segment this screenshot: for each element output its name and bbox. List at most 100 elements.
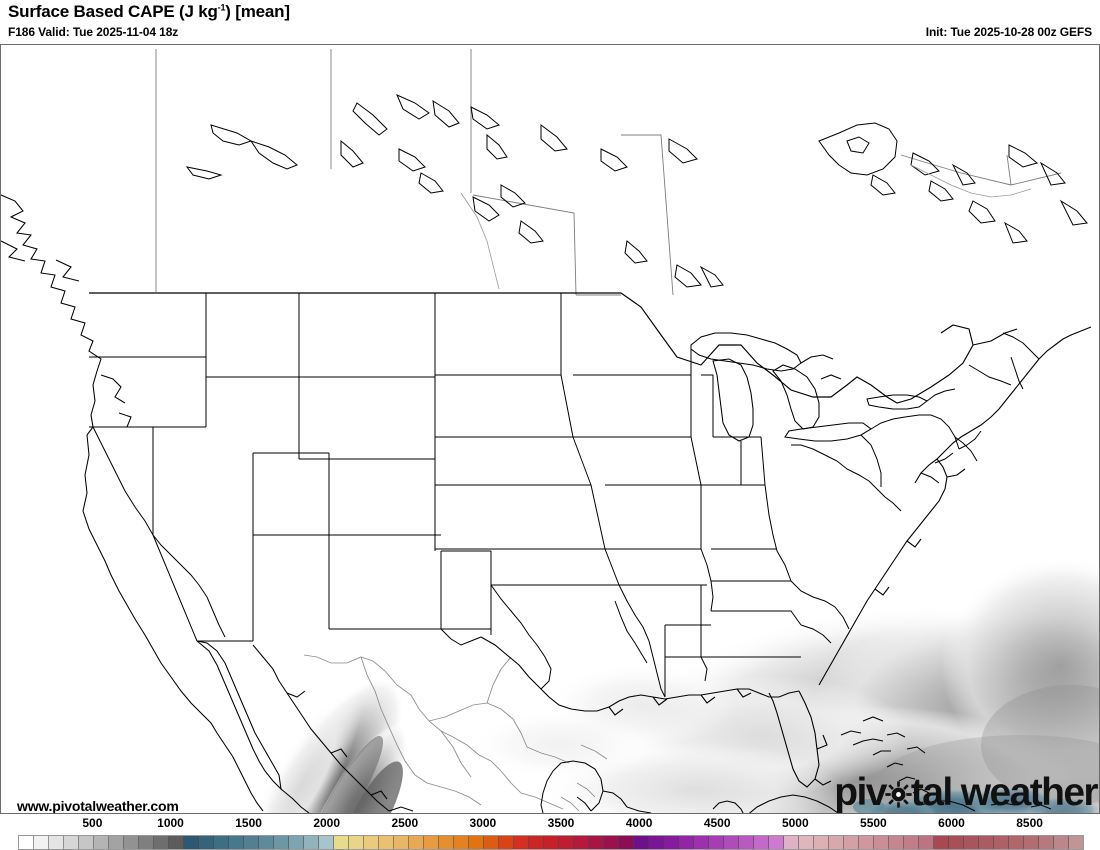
colorbar-swatch-36 (559, 836, 574, 849)
colorbar-tick-5000: 5000 (781, 816, 809, 830)
colorbar-swatch-25 (394, 836, 409, 849)
colorbar-swatch-21 (334, 836, 349, 849)
colorbar-swatch-43 (664, 836, 679, 849)
us-state-borders (89, 292, 1040, 698)
colorbar-swatch-34 (529, 836, 544, 849)
colorbar-swatch-56 (859, 836, 874, 849)
colorbar-tick-labels: 500 1000 1500 2000 2500 3000 3500 4000 4500 5000 5… (0, 816, 1100, 833)
caribbean-islands (560, 716, 1052, 813)
colorbar-swatch-4 (79, 836, 94, 849)
colorbar-swatch-32 (499, 836, 514, 849)
colorbar-swatch-16 (259, 836, 274, 849)
colorbar-swatch-15 (244, 836, 259, 849)
colorbar-swatch-12 (199, 836, 214, 849)
colorbar-swatch-3 (64, 836, 79, 849)
gear-sun-icon (885, 781, 912, 808)
colorbar-tick-4500: 4500 (703, 816, 731, 830)
gulf-coastline (480, 636, 800, 716)
colorbar-swatch-11 (184, 836, 199, 849)
colorbar-tick-2000: 2000 (313, 816, 341, 830)
colorbar-swatch-28 (439, 836, 454, 849)
colorbar-swatch-30 (469, 836, 484, 849)
colorbar-swatch-51 (784, 836, 799, 849)
colorbar-tick-5500: 5500 (860, 816, 887, 830)
colorbar-swatch-33 (514, 836, 529, 849)
colorbar-swatch-42 (649, 836, 664, 849)
central-america (540, 762, 652, 813)
valid-time-label: F186 Valid: Tue 2025-11-04 18z (8, 25, 179, 39)
mexico-state-borders (303, 654, 608, 810)
colorbar-swatch-67 (1024, 836, 1039, 849)
colorbar-swatch-61 (934, 836, 949, 849)
colorbar-swatch-63 (964, 836, 979, 849)
central-america-borders (560, 782, 596, 812)
colorbar[interactable]: 500 1000 1500 2000 2500 3000 3500 4000 4500 5000 5… (0, 816, 1100, 850)
colorbar-swatch-9 (154, 836, 169, 849)
map-canvas[interactable] (1, 45, 1099, 813)
colorbar-swatch-1 (34, 836, 49, 849)
page-title: Surface Based CAPE (J kg-1) [mean] (8, 2, 290, 22)
canada-province-borders (155, 49, 1062, 296)
page-title-main: Surface Based CAPE (J kg (8, 2, 218, 21)
colorbar-swatch-44 (679, 836, 694, 849)
colorbar-swatch-47 (724, 836, 739, 849)
brand-watermark: piv (834, 771, 1098, 814)
atlantic-coastline (818, 326, 1092, 686)
colorbar-swatch-60 (919, 836, 934, 849)
baja-california-coastline (196, 640, 310, 813)
colorbar-swatch-2 (49, 836, 64, 849)
colorbar-swatch-65 (994, 836, 1009, 849)
colorbar-swatches[interactable] (18, 835, 1084, 850)
pacific-coastline (1, 194, 264, 812)
colorbar-swatch-49 (754, 836, 769, 849)
colorbar-swatch-6 (109, 836, 124, 849)
brand-text-pre: piv (834, 771, 887, 814)
colorbar-swatch-69 (1054, 836, 1069, 849)
colorbar-swatch-57 (874, 836, 889, 849)
colorbar-swatch-5 (94, 836, 109, 849)
mexico-west-coast (252, 644, 414, 812)
colorbar-swatch-64 (979, 836, 994, 849)
colorbar-swatch-52 (799, 836, 814, 849)
colorbar-swatch-58 (889, 836, 904, 849)
colorbar-swatch-0 (19, 836, 34, 849)
colorbar-swatch-20 (319, 836, 334, 849)
map-header: Surface Based CAPE (J kg-1) [mean] F186 … (0, 0, 1100, 46)
colorbar-tick-500: 500 (82, 816, 103, 830)
colorbar-swatch-37 (574, 836, 589, 849)
colorbar-swatch-59 (904, 836, 919, 849)
colorbar-swatch-7 (124, 836, 139, 849)
colorbar-swatch-48 (739, 836, 754, 849)
colorbar-tick-2500: 2500 (391, 816, 419, 830)
colorbar-swatch-66 (1009, 836, 1024, 849)
colorbar-swatch-18 (289, 836, 304, 849)
colorbar-swatch-27 (424, 836, 439, 849)
colorbar-swatch-70 (1069, 836, 1083, 849)
colorbar-swatch-45 (694, 836, 709, 849)
page-title-exponent: -1 (217, 2, 226, 13)
colorbar-swatch-23 (364, 836, 379, 849)
colorbar-swatch-10 (169, 836, 184, 849)
colorbar-swatch-29 (454, 836, 469, 849)
colorbar-swatch-24 (379, 836, 394, 849)
canada-lakes-and-islands (185, 94, 1088, 288)
colorbar-swatch-26 (409, 836, 424, 849)
colorbar-swatch-40 (619, 836, 634, 849)
colorbar-swatch-14 (229, 836, 244, 849)
colorbar-tick-8500: 8500 (1016, 816, 1043, 830)
colorbar-tick-3500: 3500 (547, 816, 575, 830)
florida-coastline (768, 690, 832, 788)
colorbar-swatch-55 (844, 836, 859, 849)
colorbar-swatch-38 (589, 836, 604, 849)
colorbar-swatch-62 (949, 836, 964, 849)
colorbar-swatch-31 (484, 836, 499, 849)
init-time-label: Init: Tue 2025-10-28 00z GEFS (925, 25, 1092, 39)
site-url-watermark[interactable]: www.pivotalweather.com (17, 798, 179, 814)
colorbar-tick-1000: 1000 (157, 816, 184, 830)
colorbar-tick-3000: 3000 (469, 816, 497, 830)
colorbar-tick-1500: 1500 (235, 816, 262, 830)
page-title-tail: ) [mean] (225, 2, 290, 21)
colorbar-tick-6000: 6000 (938, 816, 965, 830)
map-panel[interactable]: www.pivotalweather.com piv (0, 44, 1100, 814)
